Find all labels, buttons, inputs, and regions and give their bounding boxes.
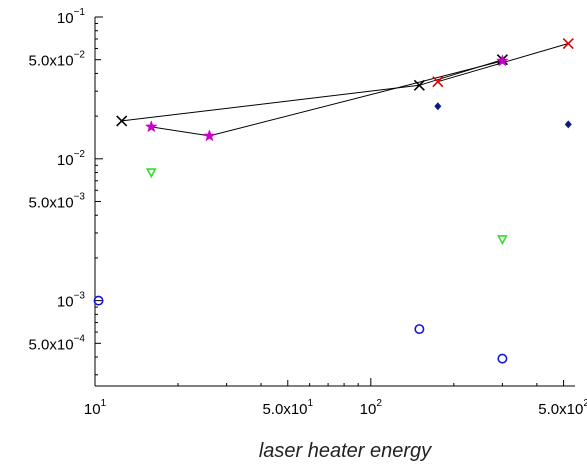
x-marker	[413, 79, 425, 91]
y-tick-label: 10−3	[57, 291, 86, 311]
circle-marker	[414, 324, 425, 335]
x-marker-stroke	[562, 37, 574, 50]
diamond-marker	[564, 120, 572, 129]
series-line-0	[121, 59, 503, 122]
axes	[94, 17, 575, 387]
x-marker-stroke	[116, 115, 128, 127]
y-tick-label: 10−1	[57, 7, 86, 27]
star-marker	[203, 129, 216, 142]
star-marker	[144, 120, 158, 133]
y-tick-label: 5.0x10−4	[29, 333, 86, 353]
circle-marker	[497, 353, 508, 364]
y-tick-label: 5.0x10−2	[29, 50, 86, 70]
x-tick-label: 102	[360, 398, 383, 418]
x-marker-stroke	[413, 79, 425, 91]
x-tick-label: 5.0x101	[262, 398, 313, 418]
y-tick-label: 5.0x10−3	[29, 192, 86, 212]
triangle-marker	[497, 235, 508, 246]
circle-marker	[93, 295, 104, 306]
star-marker	[496, 54, 509, 67]
x-marker	[116, 115, 128, 127]
data-points	[93, 37, 574, 364]
x-marker	[562, 37, 574, 50]
series-line-1	[151, 60, 503, 137]
x-marker-stroke	[432, 76, 444, 88]
y-tick-label: 10−2	[57, 149, 86, 169]
x-tick-label: 101	[84, 398, 107, 418]
diamond-marker	[434, 102, 442, 111]
x-axis-title: laser heater energy	[259, 440, 432, 462]
ticks: 10−1 5.0x10−2 10−2 5.0x10−3 10−3 5.0x10−4 101 5…	[29, 7, 587, 418]
x-tick-label: 5.0x102	[538, 398, 587, 418]
triangle-marker	[145, 168, 157, 179]
x-marker	[432, 76, 444, 88]
